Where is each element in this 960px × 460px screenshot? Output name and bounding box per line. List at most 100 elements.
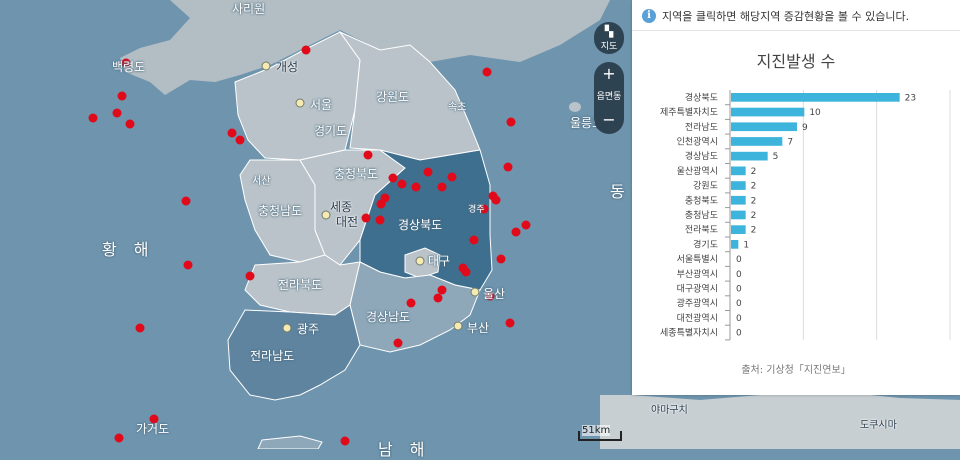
category-label: 광주광역시 (677, 297, 718, 309)
chart-title: 지진발생 수 (756, 52, 836, 71)
bar[interactable] (731, 137, 783, 146)
quake-marker[interactable] (491, 195, 501, 205)
quake-marker[interactable] (388, 173, 398, 183)
quake-marker[interactable] (375, 215, 385, 225)
bar[interactable] (731, 107, 805, 117)
bar[interactable] (731, 195, 746, 205)
city-marker-kaesong (261, 61, 271, 71)
quake-marker[interactable] (506, 117, 516, 127)
bar-value-label: 10 (809, 108, 821, 118)
quake-marker[interactable] (496, 254, 506, 264)
category-label: 강원도 (693, 181, 718, 192)
quake-marker[interactable] (397, 179, 407, 189)
quake-marker[interactable] (340, 436, 350, 446)
quake-marker[interactable] (183, 260, 193, 270)
quake-marker[interactable] (245, 271, 255, 281)
bar-value-label: 2 (751, 182, 757, 192)
city-marker-gwangju (282, 323, 292, 333)
quake-marker[interactable] (235, 135, 245, 145)
map-label-gwangju: 광주 (297, 322, 320, 336)
quake-marker[interactable] (503, 162, 513, 172)
divider (632, 30, 960, 31)
quake-marker[interactable] (88, 113, 98, 123)
bar[interactable] (731, 181, 746, 190)
japan-land (600, 392, 960, 449)
category-label: 인천광역시 (677, 135, 718, 147)
quake-marker[interactable] (363, 150, 373, 160)
bar[interactable] (731, 210, 746, 220)
map-label-gangwon: 강원도 (376, 90, 410, 104)
city-marker-ulsan (470, 287, 480, 297)
quake-marker[interactable] (121, 58, 131, 68)
map-label-gageo: 가거도 (136, 422, 170, 436)
bar[interactable] (731, 122, 797, 132)
quake-marker[interactable] (437, 182, 447, 192)
quake-marker[interactable] (227, 128, 237, 138)
quake-marker[interactable] (125, 119, 135, 129)
quake-marker[interactable] (114, 433, 124, 443)
category-label: 경상북도 (685, 91, 718, 103)
quake-marker[interactable] (437, 285, 447, 295)
category-label: 대구광역시 (677, 282, 718, 294)
bar-value-label: 7 (787, 137, 793, 147)
quake-marker[interactable] (479, 204, 489, 214)
map-label-sariwon: 사리원 (232, 2, 266, 16)
map-label-dokushima: 도쿠시마 (860, 420, 897, 431)
bar[interactable] (731, 225, 746, 234)
info-icon: i (642, 9, 656, 23)
quake-marker[interactable] (521, 220, 531, 230)
zoom-out-button[interactable]: − (602, 110, 616, 129)
quake-marker[interactable] (149, 414, 159, 424)
bar-value-label: 2 (751, 226, 757, 236)
quake-marker[interactable] (482, 67, 492, 77)
bar[interactable] (731, 93, 900, 102)
quake-marker[interactable] (433, 293, 443, 303)
quake-marker[interactable] (447, 172, 457, 182)
map-label-gyeongju: 경주 (468, 205, 485, 215)
quake-marker[interactable] (406, 298, 416, 308)
city-markers (261, 61, 480, 333)
region-jeju[interactable] (257, 435, 323, 449)
info-banner: i 지역을 클릭하면 해당지역 증감현황을 볼 수 있습니다. (642, 8, 909, 24)
quake-marker[interactable] (469, 235, 479, 245)
quake-marker[interactable] (485, 291, 495, 301)
bar[interactable] (731, 166, 746, 176)
city-marker-daegu (415, 256, 425, 266)
stats-panel: i 지역을 클릭하면 해당지역 증감현황을 볼 수 있습니다. 지진발생 수 경… (632, 0, 960, 395)
quake-marker[interactable] (461, 267, 471, 277)
source-note: 출처: 기상청「지진연보」 (741, 365, 851, 376)
quake-marker[interactable] (135, 323, 145, 333)
quake-marker[interactable] (117, 91, 127, 101)
quake-marker[interactable] (361, 213, 371, 223)
region-gyeonggi[interactable] (234, 31, 361, 161)
bar-value-label: 2 (751, 167, 757, 177)
quake-marker[interactable] (411, 182, 421, 192)
city-marker-seoul (295, 98, 305, 108)
city-marker-sejong (321, 210, 331, 220)
zoom-in-button[interactable]: + (602, 64, 616, 83)
quake-marker[interactable] (393, 338, 403, 348)
quake-marker[interactable] (423, 167, 433, 177)
region-jeonnam[interactable] (227, 304, 361, 401)
quake-marker[interactable] (181, 196, 191, 206)
north-korea-land (60, 0, 610, 95)
map-label-gyeongnam: 경상남도 (366, 310, 411, 324)
bar-value-label: 1 (743, 240, 749, 250)
quake-marker[interactable] (112, 108, 122, 118)
bar[interactable] (731, 240, 739, 249)
map-label-seosan: 서산 (252, 176, 271, 187)
map-label-daegu: 대구 (428, 254, 451, 268)
bar[interactable] (731, 151, 768, 161)
zoom-level-label: 읍면동 (596, 92, 622, 102)
map-label-baengnyeong: 백령도 (112, 60, 146, 74)
quake-marker[interactable] (511, 227, 521, 237)
city-marker-busan (453, 321, 463, 331)
map-label-east-sea: 동 (610, 182, 631, 201)
map-type-button[interactable]: ▚ 지도 (594, 22, 624, 54)
quake-marker[interactable] (376, 199, 386, 209)
quake-marker[interactable] (301, 45, 311, 55)
quake-marker[interactable] (505, 318, 515, 328)
zoom-control: + 읍면동 − (594, 62, 624, 134)
category-label: 전라북도 (685, 225, 718, 236)
